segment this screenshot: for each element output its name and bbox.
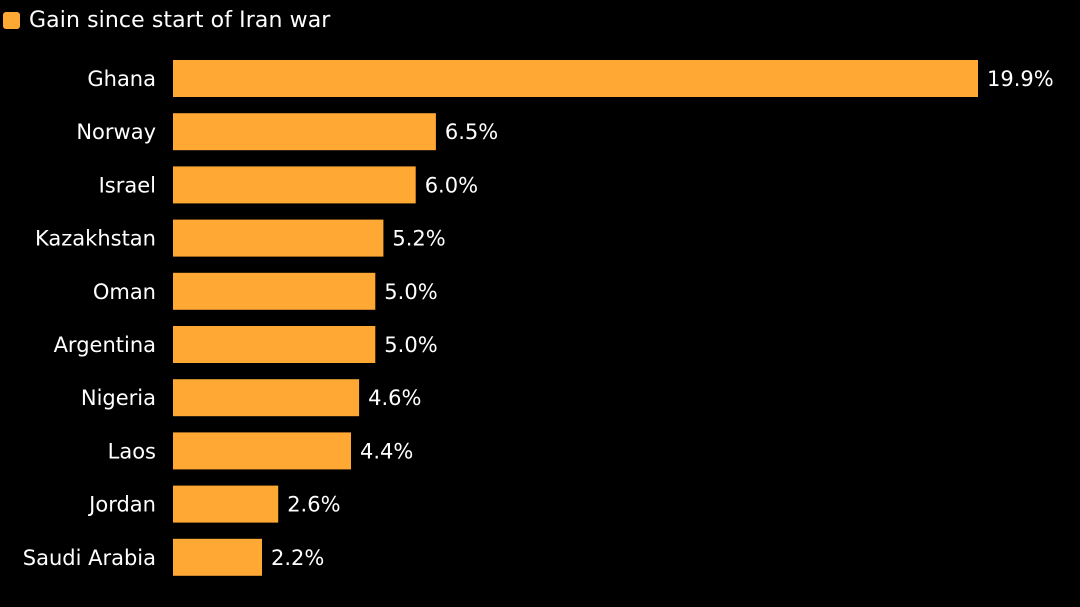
value-label: 19.9% [987,67,1054,91]
bar-oman [173,272,376,310]
category-label: Argentina [54,333,156,357]
bar-norway [173,113,436,151]
value-label: 4.6% [368,386,421,410]
bar-laos [173,432,351,470]
category-label: Oman [93,280,156,304]
bar-argentina [173,326,376,363]
value-label: 2.6% [287,493,340,517]
bar-kazakhstan [173,219,384,257]
category-label: Saudi Arabia [23,546,156,570]
bar-israel [173,166,416,204]
value-label: 2.2% [271,546,324,570]
value-label: 5.0% [384,333,437,357]
bar-saudi-arabia [173,538,262,576]
bar-jordan [173,485,279,523]
value-label: 6.5% [445,120,498,144]
category-label: Ghana [87,67,156,91]
category-label: Laos [108,439,156,463]
chart-legend: Gain since start of Iran war [0,6,330,34]
category-label: Kazakhstan [35,227,156,251]
value-label: 6.0% [425,173,478,197]
legend-swatch [3,11,20,29]
category-label: Norway [76,120,156,144]
value-label: 5.2% [392,227,445,251]
value-label: 5.0% [384,280,437,304]
bar-nigeria [173,379,360,417]
category-label: Israel [99,173,156,197]
category-label: Jordan [87,493,156,517]
bar-ghana [173,60,978,97]
category-label: Nigeria [81,386,156,410]
legend-label: Gain since start of Iran war [29,7,331,33]
value-label: 4.4% [360,439,413,463]
